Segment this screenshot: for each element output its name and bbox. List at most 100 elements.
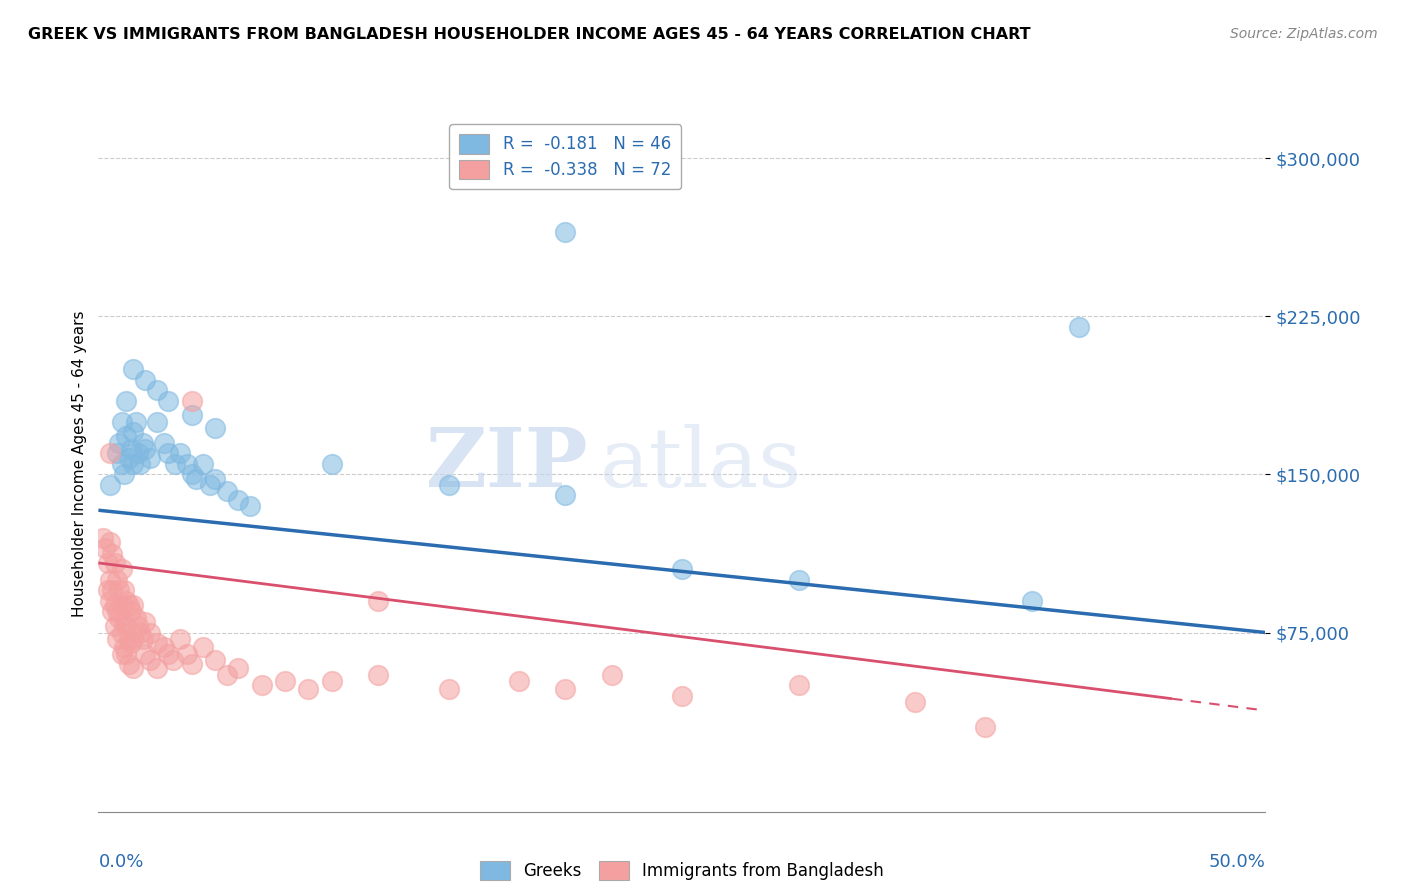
- Point: [101, 548, 124, 562]
- Point: [127, 619, 149, 633]
- Text: GREEK VS IMMIGRANTS FROM BANGLADESH HOUSEHOLDER INCOME AGES 45 - 64 YEARS CORREL: GREEK VS IMMIGRANTS FROM BANGLADESH HOUS…: [28, 27, 1031, 42]
- Point: [98, 446, 121, 460]
- Point: [274, 673, 297, 688]
- Point: [112, 583, 135, 598]
- Point: [321, 457, 343, 471]
- Point: [600, 667, 623, 681]
- Point: [122, 661, 145, 675]
- Point: [112, 467, 135, 482]
- Point: [134, 615, 156, 629]
- Point: [671, 562, 693, 576]
- Point: [204, 653, 226, 667]
- Point: [105, 604, 128, 618]
- Point: [180, 409, 202, 423]
- Point: [105, 632, 128, 646]
- Point: [115, 429, 138, 443]
- Point: [94, 541, 117, 556]
- Point: [111, 598, 134, 612]
- Point: [139, 625, 162, 640]
- Point: [139, 450, 162, 465]
- Point: [297, 682, 319, 697]
- Point: [321, 673, 343, 688]
- Text: 0.0%: 0.0%: [98, 854, 143, 871]
- Point: [122, 425, 145, 440]
- Point: [101, 583, 124, 598]
- Point: [367, 594, 389, 608]
- Point: [111, 457, 134, 471]
- Point: [200, 478, 222, 492]
- Point: [98, 594, 121, 608]
- Point: [146, 661, 169, 675]
- Y-axis label: Householder Income Ages 45 - 64 years: Householder Income Ages 45 - 64 years: [72, 310, 87, 617]
- Point: [180, 467, 202, 482]
- Point: [437, 478, 460, 492]
- Point: [125, 415, 148, 429]
- Point: [787, 573, 810, 587]
- Point: [111, 562, 134, 576]
- Point: [169, 446, 191, 460]
- Point: [508, 673, 530, 688]
- Text: Source: ZipAtlas.com: Source: ZipAtlas.com: [1230, 27, 1378, 41]
- Point: [1021, 594, 1043, 608]
- Point: [157, 446, 180, 460]
- Point: [112, 640, 135, 655]
- Point: [554, 225, 576, 239]
- Point: [104, 556, 127, 570]
- Point: [97, 583, 120, 598]
- Point: [152, 640, 174, 655]
- Point: [98, 478, 121, 492]
- Point: [108, 435, 131, 450]
- Point: [250, 678, 273, 692]
- Point: [176, 647, 198, 661]
- Point: [139, 653, 162, 667]
- Point: [134, 442, 156, 456]
- Point: [204, 472, 226, 486]
- Text: ZIP: ZIP: [426, 424, 589, 504]
- Point: [127, 446, 149, 460]
- Point: [108, 611, 131, 625]
- Point: [1067, 319, 1090, 334]
- Point: [108, 583, 131, 598]
- Point: [97, 556, 120, 570]
- Point: [193, 640, 215, 655]
- Point: [152, 435, 174, 450]
- Point: [437, 682, 460, 697]
- Text: atlas: atlas: [600, 424, 803, 504]
- Point: [671, 689, 693, 703]
- Point: [122, 362, 145, 376]
- Point: [115, 393, 138, 408]
- Point: [98, 573, 121, 587]
- Point: [122, 598, 145, 612]
- Point: [146, 383, 169, 397]
- Point: [215, 484, 238, 499]
- Point: [122, 457, 145, 471]
- Point: [118, 657, 141, 672]
- Point: [204, 421, 226, 435]
- Point: [105, 573, 128, 587]
- Point: [180, 393, 202, 408]
- Point: [129, 457, 152, 471]
- Point: [904, 695, 927, 709]
- Point: [215, 667, 238, 681]
- Point: [91, 531, 114, 545]
- Point: [120, 604, 142, 618]
- Point: [974, 720, 997, 734]
- Point: [118, 450, 141, 465]
- Point: [193, 457, 215, 471]
- Point: [134, 372, 156, 386]
- Point: [115, 594, 138, 608]
- Point: [134, 647, 156, 661]
- Point: [787, 678, 810, 692]
- Point: [157, 647, 180, 661]
- Legend: Greeks, Immigrants from Bangladesh: Greeks, Immigrants from Bangladesh: [474, 855, 890, 887]
- Point: [111, 647, 134, 661]
- Point: [125, 611, 148, 625]
- Point: [157, 393, 180, 408]
- Point: [186, 472, 208, 486]
- Point: [146, 636, 169, 650]
- Point: [112, 615, 135, 629]
- Point: [165, 457, 187, 471]
- Point: [115, 619, 138, 633]
- Point: [239, 499, 262, 513]
- Point: [104, 598, 127, 612]
